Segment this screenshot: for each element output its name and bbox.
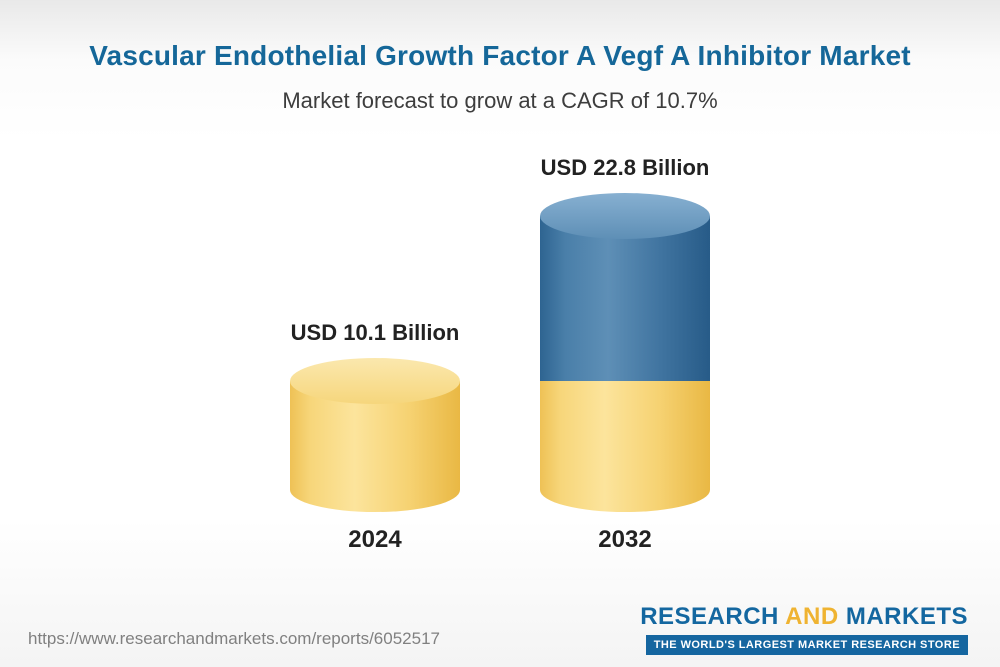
cylinder-top-ellipse-2024 [290,358,460,404]
x-axis-label-2032: 2032 [598,526,652,553]
cylinder-top-ellipse-2032 [540,193,710,239]
research-and-markets-logo: RESEARCH AND MARKETS THE WORLD'S LARGEST… [640,603,968,655]
bar-group-2024: USD 10.1 Billion 2024 [290,320,460,554]
chart-title: Vascular Endothelial Growth Factor A Veg… [89,40,911,71]
x-axis-label-2024: 2024 [348,526,402,553]
cylinder-2024 [290,358,460,512]
bar-group-2032: USD 22.8 Billion 2032 [540,155,710,554]
logo-word-and: AND [785,603,839,630]
logo-word-markets: MARKETS [845,603,968,630]
bar-chart: USD 10.1 Billion 2024 USD 22.8 Billion 2… [0,155,1000,554]
segment-growth-2032 [540,216,710,381]
segment-base-2032 [540,381,710,512]
chart-subtitle: Market forecast to grow at a CAGR of 10.… [282,88,718,114]
logo-word-research: RESEARCH [640,603,779,630]
chart-header: Vascular Endothelial Growth Factor A Veg… [0,0,1000,114]
value-label-2024: USD 10.1 Billion [290,320,460,345]
logo-tagline: THE WORLD'S LARGEST MARKET RESEARCH STOR… [645,635,968,655]
report-url: https://www.researchandmarkets.com/repor… [28,629,440,648]
logo-wordmark: RESEARCH AND MARKETS [640,603,968,631]
value-label-2032: USD 22.8 Billion [540,155,710,180]
cylinder-2032 [540,193,710,512]
